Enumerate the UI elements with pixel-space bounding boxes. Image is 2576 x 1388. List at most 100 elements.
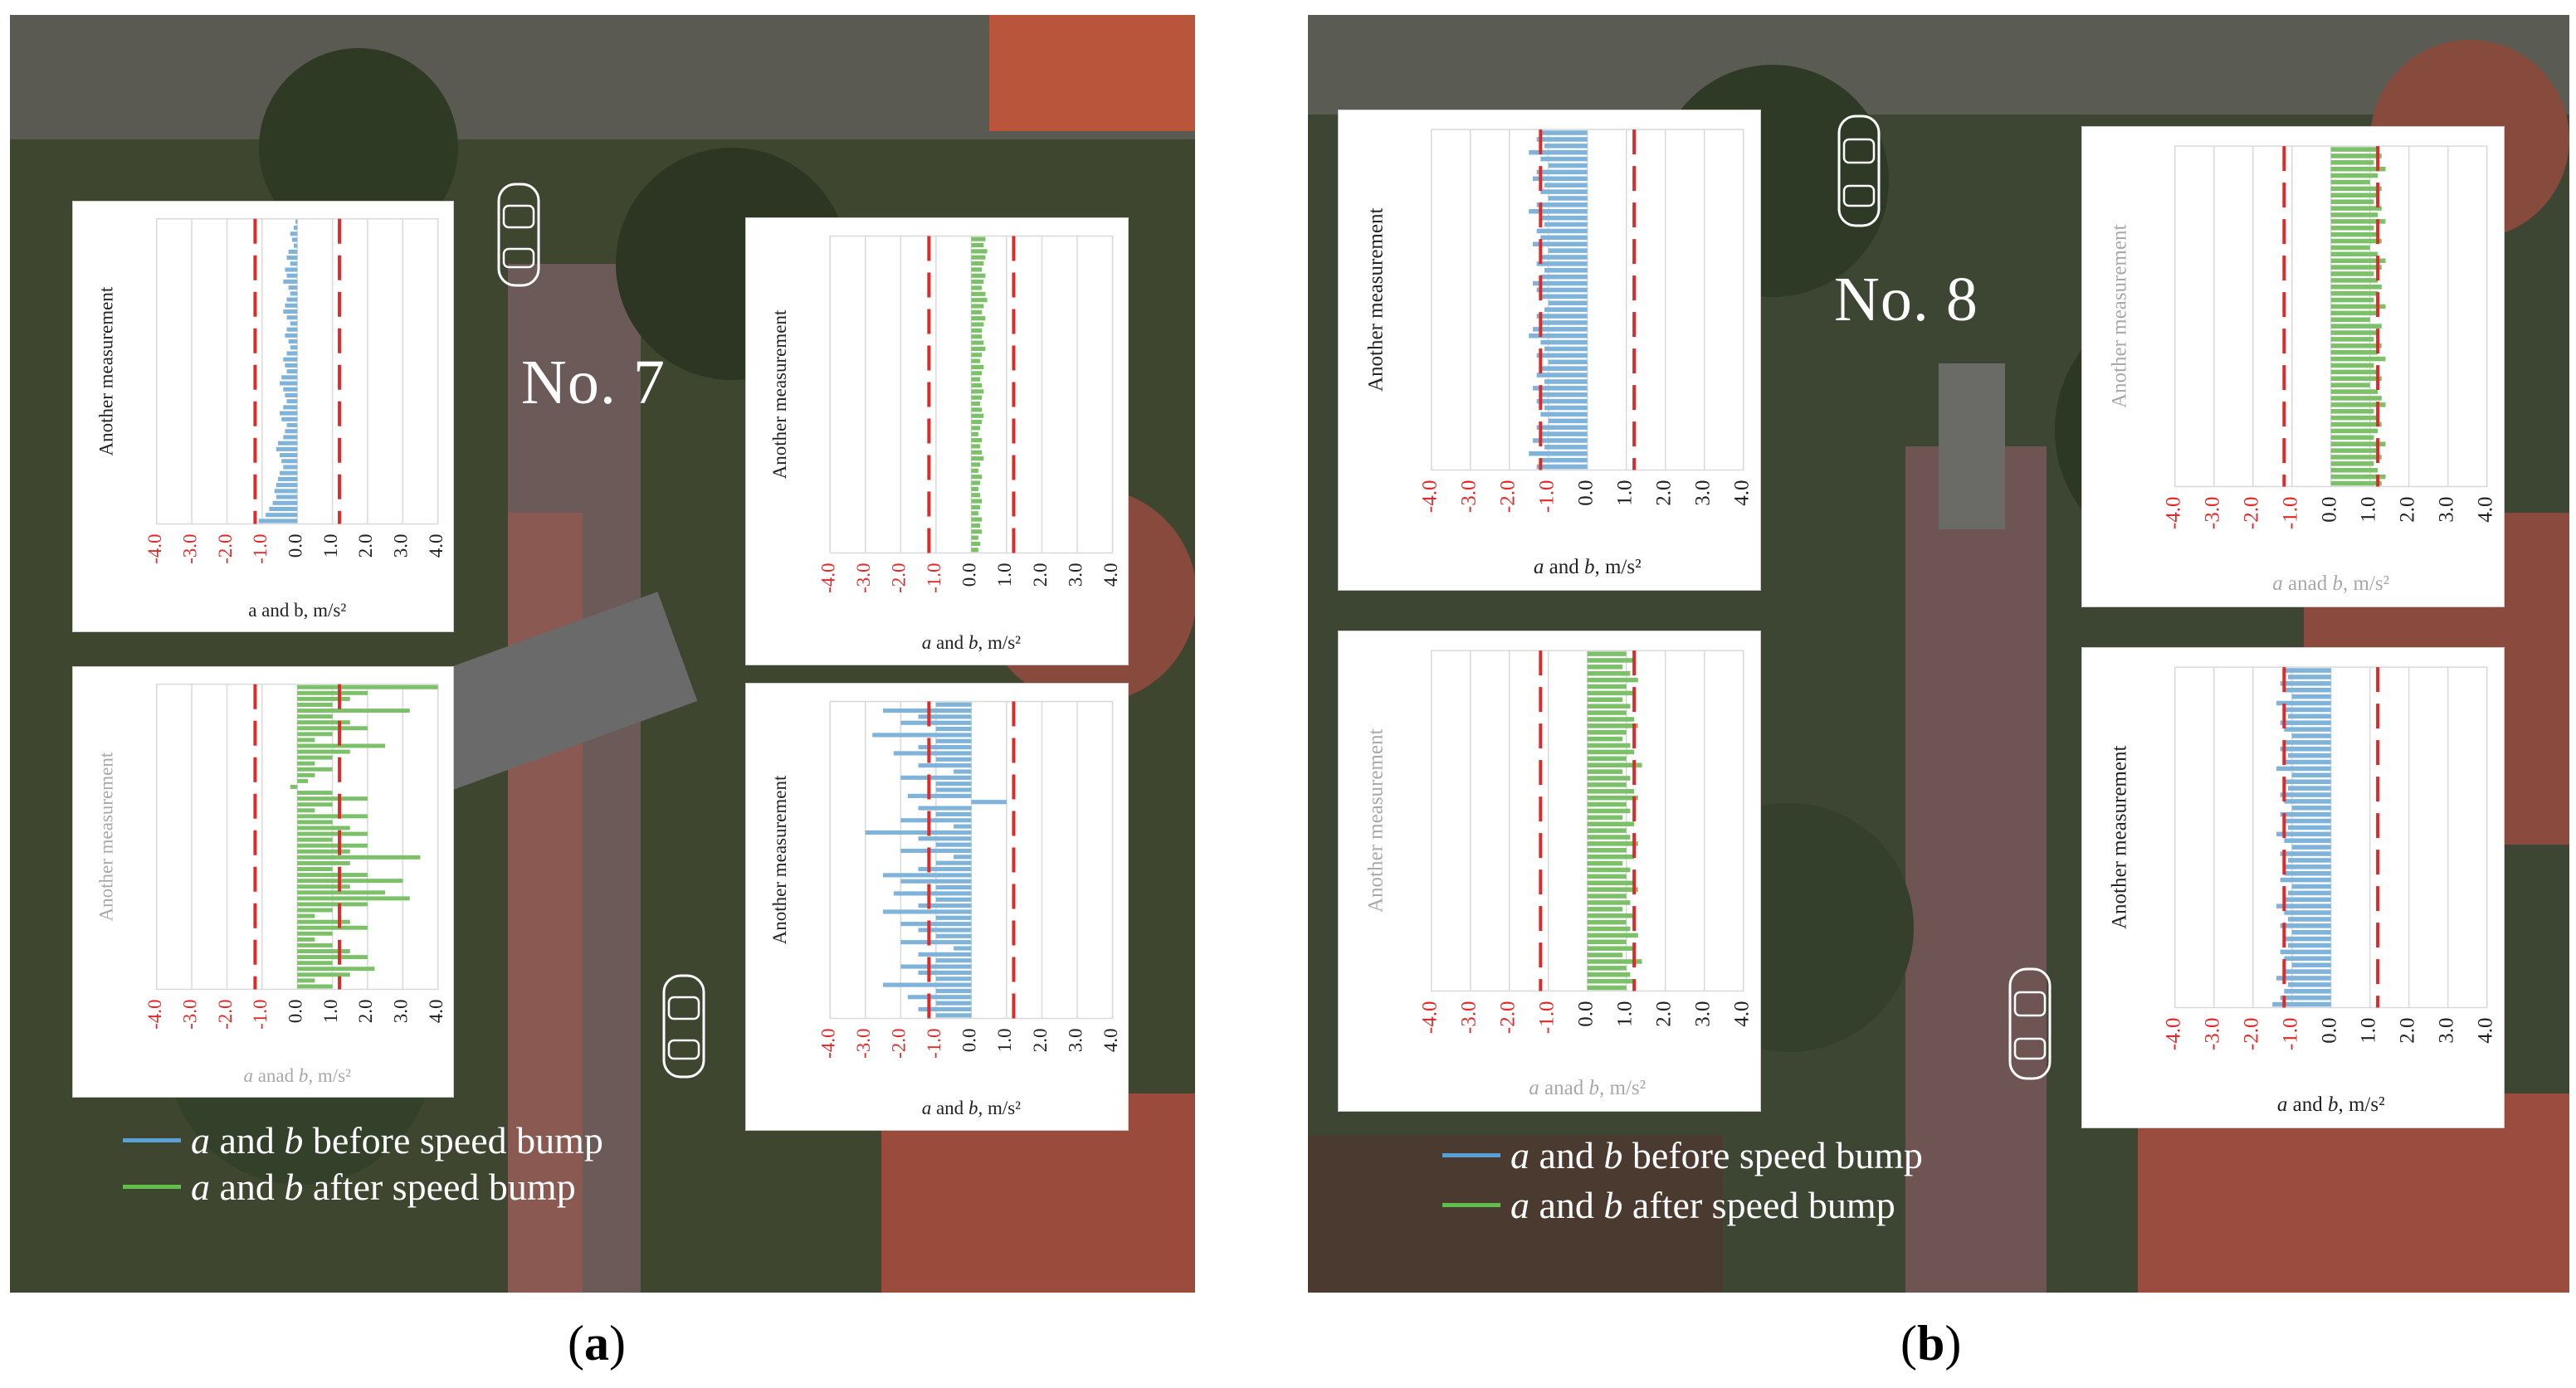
bar	[918, 928, 972, 933]
bar	[2330, 408, 2374, 414]
bar	[1544, 346, 1588, 352]
bar	[1587, 972, 1631, 977]
bar	[297, 767, 333, 772]
bar	[2284, 799, 2331, 804]
chart-svg: -4.0 -3.0 -2.0 -1.0 0.0 1.0 2.0 3.0 4.0 Another m…	[2109, 145, 2496, 595]
bar	[2330, 330, 2378, 335]
tick-label: 3.0	[1065, 1029, 1086, 1053]
legend-a: a and b before speed bump a and b after …	[123, 1117, 603, 1210]
y-axis-label: Another measurement	[96, 752, 117, 921]
bar	[286, 327, 298, 332]
bar	[297, 714, 333, 719]
tick-label: 0.0	[959, 1029, 980, 1053]
bar	[935, 738, 972, 743]
bar	[1532, 176, 1588, 182]
bar	[297, 867, 333, 871]
bar	[2330, 461, 2374, 466]
legend-text: b	[284, 1118, 304, 1162]
tick-label: 1.0	[320, 534, 341, 558]
bar	[2284, 969, 2331, 974]
chart-svg: -4.0 -3.0 -2.0 -1.0 0.0 1.0 2.0 3.0 4.0 Another m…	[769, 700, 1121, 1118]
bar	[918, 836, 972, 841]
bar	[2284, 864, 2331, 869]
bar	[283, 435, 298, 440]
bar	[1544, 183, 1588, 188]
bar	[971, 395, 983, 400]
legend-text: before speed bump	[303, 1118, 603, 1162]
bar	[2291, 884, 2331, 889]
tick-label: 3.0	[2435, 497, 2457, 523]
bar	[935, 915, 972, 920]
bar	[281, 459, 298, 464]
tick-label: -1.0	[250, 534, 271, 564]
bar	[1587, 704, 1631, 709]
bar	[297, 791, 333, 796]
bar	[918, 714, 972, 719]
bar	[893, 891, 972, 896]
bar	[2284, 910, 2331, 915]
bar	[2284, 707, 2331, 713]
bar	[918, 952, 972, 957]
bar	[1587, 670, 1631, 676]
tick-label: 2.0	[1652, 1001, 1675, 1027]
bar	[1540, 156, 1588, 162]
bar	[286, 351, 298, 356]
bar	[297, 942, 333, 947]
bar	[2330, 415, 2378, 421]
bar	[2330, 324, 2382, 329]
bar	[883, 909, 972, 914]
bar	[2280, 681, 2331, 686]
chart-a-bottom-left: -4.0 -3.0 -2.0 -1.0 0.0 1.0 2.0 3.0 4.0 Another m…	[72, 666, 454, 1098]
bar	[2330, 212, 2378, 217]
bar	[1532, 438, 1588, 443]
bar	[280, 381, 298, 386]
bar	[900, 922, 972, 927]
bar	[1540, 255, 1588, 260]
y-axis-label: Another measurement	[1365, 208, 1388, 392]
bar	[2288, 752, 2331, 758]
tick-label: 1.0	[2357, 497, 2379, 523]
bar	[900, 879, 972, 884]
tick-label: 0.0	[285, 1000, 306, 1024]
bar	[285, 363, 298, 368]
bar	[1587, 854, 1635, 860]
bar	[971, 328, 983, 333]
bar	[1587, 933, 1638, 938]
bar	[865, 830, 972, 835]
bar	[297, 860, 350, 865]
bar	[1587, 690, 1635, 696]
bar	[2330, 258, 2386, 263]
tick-label: -4.0	[817, 1029, 838, 1059]
bar	[1548, 248, 1588, 253]
bar	[2280, 949, 2331, 955]
tick-label: 4.0	[2474, 1018, 2496, 1044]
bar	[971, 517, 983, 522]
legend-text: b	[1603, 1183, 1623, 1226]
bar	[2330, 349, 2378, 355]
bar	[971, 242, 984, 248]
tick-label: 4.0	[1100, 563, 1121, 587]
caption-a: (a)	[568, 1316, 626, 1371]
bar	[935, 884, 972, 890]
bar	[1536, 169, 1588, 175]
bar	[297, 814, 368, 819]
bar	[297, 967, 375, 972]
bar	[907, 995, 972, 1000]
bar	[971, 291, 986, 296]
y-axis-label: Another measurement	[1365, 729, 1388, 913]
bar	[1587, 684, 1627, 689]
bar	[280, 453, 298, 458]
bar	[286, 422, 298, 428]
bar	[297, 690, 368, 695]
tick-label: 1.0	[1613, 1001, 1636, 1027]
chart-b-top-left: -4.0 -3.0 -2.0 -1.0 0.0 1.0 2.0 3.0 4.0 Another m…	[1338, 110, 1761, 591]
legend-text: and	[1530, 1183, 1604, 1226]
bar	[2284, 897, 2331, 903]
bar	[277, 441, 298, 446]
bar	[297, 749, 350, 754]
y-axis-label: Another measurement	[2109, 225, 2131, 409]
bar	[2330, 231, 2378, 237]
bar	[971, 438, 983, 443]
chart-b-bottom-right: -4.0 -3.0 -2.0 -1.0 0.0 1.0 2.0 3.0 4.0 Another m…	[2081, 647, 2505, 1128]
bar	[297, 955, 368, 960]
